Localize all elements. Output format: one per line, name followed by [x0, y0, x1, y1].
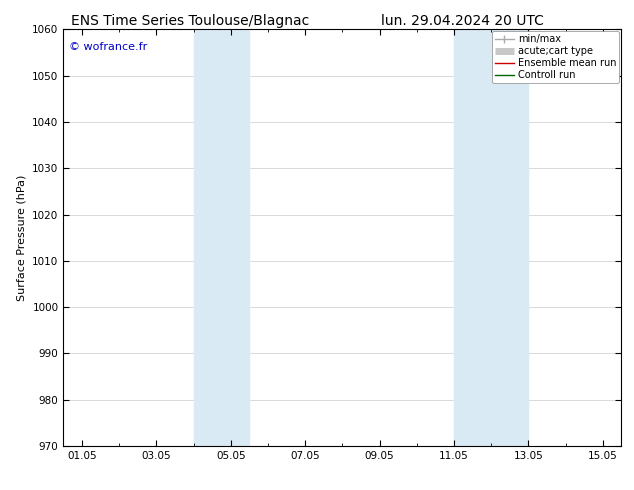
Bar: [193, 29, 249, 446]
Text: © wofrance.fr: © wofrance.fr: [69, 42, 147, 52]
Y-axis label: Surface Pressure (hPa): Surface Pressure (hPa): [16, 174, 27, 301]
Legend: min/max, acute;cart type, Ensemble mean run, Controll run: min/max, acute;cart type, Ensemble mean …: [492, 31, 619, 83]
Text: lun. 29.04.2024 20 UTC: lun. 29.04.2024 20 UTC: [382, 14, 544, 28]
Text: ENS Time Series Toulouse/Blagnac: ENS Time Series Toulouse/Blagnac: [71, 14, 309, 28]
Bar: [454, 29, 528, 446]
